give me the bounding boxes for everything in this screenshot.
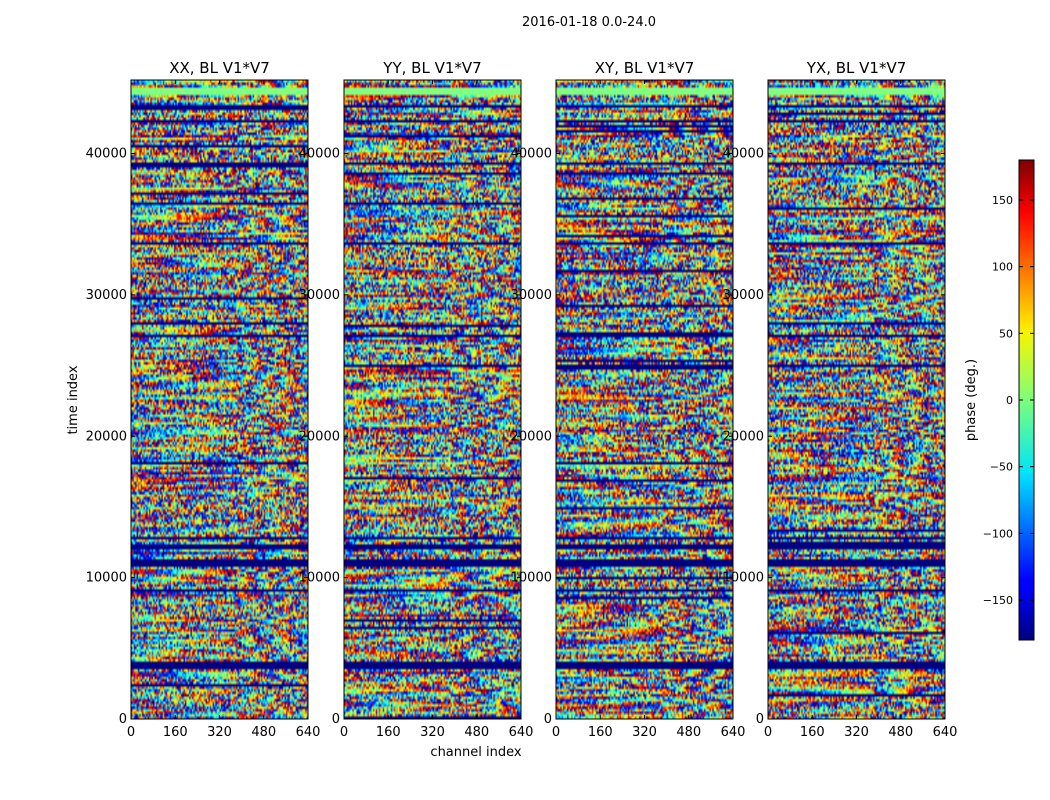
- panel-0-xtick-label-1: 160: [163, 725, 188, 740]
- panel-3-xtick-label-1: 160: [800, 725, 825, 740]
- panel-0-ytick-label-4: 40000: [86, 147, 127, 162]
- panel-0-title: XX, BL V1*V7: [169, 59, 270, 77]
- panel-1-xtick-label-0: 0: [340, 725, 348, 740]
- panel-3: YX, BL V1*V7 0 160 320 480 640 0 10000 20000 3000…: [723, 59, 958, 740]
- panel-2-image: [556, 80, 733, 719]
- panel-2-ytick-label-2: 20000: [511, 429, 552, 444]
- figure-suptitle: 2016-01-18 0.0-24.0: [522, 15, 656, 30]
- panel-1-ytick-label-1: 10000: [299, 571, 340, 586]
- panel-1-ytick-label-3: 30000: [299, 288, 340, 303]
- panel-2-ytick-label-0: 0: [544, 712, 552, 727]
- colorbar-tick-label-3: 0: [1006, 394, 1013, 407]
- colorbar: −150 −100 −50 0 50 100 150 phase (deg.): [964, 159, 1035, 641]
- panel-3-xtick-label-0: 0: [764, 725, 772, 740]
- colorbar-tick-label-4: 50: [999, 327, 1013, 340]
- panel-0-ytick-label-0: 0: [119, 712, 127, 727]
- panels: XX, BL V1*V7 0 160 320 480 640 0 10000 20000 3000…: [86, 59, 958, 740]
- panel-0-ytick-label-2: 20000: [86, 429, 127, 444]
- panel-3-ytick-label-2: 20000: [723, 429, 764, 444]
- panel-2: XY, BL V1*V7 0 160 320 480 640 0 10000 20000 3000…: [511, 59, 746, 740]
- panel-0-image: [131, 80, 308, 719]
- panel-2-xtick-label-4: 640: [721, 725, 746, 740]
- panel-2-xtick-label-1: 160: [588, 725, 613, 740]
- panel-0-ytick-label-3: 30000: [86, 288, 127, 303]
- panel-1-xtick-label-1: 160: [376, 725, 401, 740]
- panel-2-title: XY, BL V1*V7: [595, 59, 695, 77]
- panel-0-xtick-label-3: 480: [251, 725, 276, 740]
- panel-0-ytick-label-1: 10000: [86, 571, 127, 586]
- panel-3-title: YX, BL V1*V7: [806, 59, 907, 77]
- panel-0-xtick-label-0: 0: [127, 725, 135, 740]
- y-axis-label: time index: [66, 365, 81, 434]
- colorbar-label: phase (deg.): [964, 359, 979, 441]
- panel-2-ytick-label-3: 30000: [511, 288, 552, 303]
- panel-1-xtick-label-3: 480: [464, 725, 489, 740]
- panel-3-xtick-label-4: 640: [933, 725, 958, 740]
- panel-2-ytick-label-1: 10000: [511, 571, 552, 586]
- panel-1-title: YY, BL V1*V7: [382, 59, 481, 77]
- panel-1-xtick-label-2: 320: [420, 725, 445, 740]
- panel-3-xtick-label-3: 480: [888, 725, 913, 740]
- panel-1-image: [344, 80, 521, 719]
- panel-1-ytick-label-4: 40000: [299, 147, 340, 162]
- panel-0-xtick-label-2: 320: [207, 725, 232, 740]
- panel-3-ytick-label-1: 10000: [723, 571, 764, 586]
- colorbar-tick-label-0: −150: [983, 594, 1013, 607]
- colorbar-tick-label-5: 100: [992, 261, 1013, 274]
- panel-1: YY, BL V1*V7 0 160 320 480 640 0 10000 20000 3000…: [299, 59, 534, 740]
- panel-3-ytick-label-0: 0: [756, 712, 764, 727]
- panel-2-xtick-label-0: 0: [552, 725, 560, 740]
- panel-3-ytick-label-3: 30000: [723, 288, 764, 303]
- panel-3-xtick-label-2: 320: [844, 725, 869, 740]
- panel-2-xtick-label-3: 480: [676, 725, 701, 740]
- colorbar-ticks: −150 −100 −50 0 50 100 150: [983, 194, 1034, 607]
- panel-1-xtick-label-4: 640: [509, 725, 534, 740]
- panel-1-ytick-label-0: 0: [332, 712, 340, 727]
- colorbar-tick-label-2: −50: [990, 461, 1013, 474]
- panel-3-image: [768, 80, 945, 719]
- panel-1-ytick-label-2: 20000: [299, 429, 340, 444]
- colorbar-tick-label-1: −100: [983, 527, 1013, 540]
- panel-0-xtick-label-4: 640: [296, 725, 321, 740]
- panel-0: XX, BL V1*V7 0 160 320 480 640 0 10000 20000 3000…: [86, 59, 321, 740]
- panel-2-xtick-label-2: 320: [632, 725, 657, 740]
- panel-2-ytick-label-4: 40000: [511, 147, 552, 162]
- colorbar-tick-label-6: 150: [992, 194, 1013, 207]
- x-axis-label: channel index: [430, 745, 521, 760]
- panel-3-ytick-label-4: 40000: [723, 147, 764, 162]
